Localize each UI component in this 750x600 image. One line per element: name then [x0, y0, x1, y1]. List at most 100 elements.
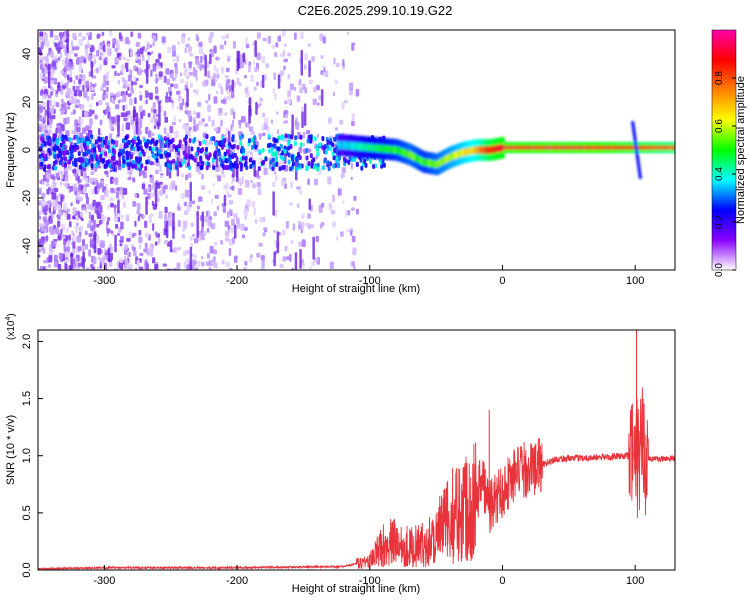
band-speck: [299, 142, 303, 148]
band-speck: [242, 148, 246, 153]
noise-streak: [48, 63, 51, 89]
noise-speck: [83, 91, 87, 98]
noise-speck: [283, 50, 286, 57]
noise-speck: [100, 240, 105, 248]
noise-speck: [79, 212, 84, 217]
noise-speck: [64, 263, 68, 270]
noise-speck: [115, 191, 119, 199]
noise-speck: [120, 221, 124, 230]
band-speck: [68, 159, 72, 165]
noise-speck: [211, 50, 214, 58]
noise-speck: [50, 174, 55, 179]
band-speck: [91, 143, 95, 149]
band-speck: [267, 133, 271, 139]
noise-speck: [188, 141, 192, 147]
band-speck: [122, 159, 126, 165]
noise-speck: [228, 247, 232, 256]
noise-speck: [91, 109, 95, 115]
noise-speck: [72, 32, 77, 39]
spectrogram-y-tick-label: -40: [21, 238, 33, 254]
noise-speck: [327, 117, 332, 124]
band-speck: [54, 159, 58, 165]
noise-speck: [132, 247, 136, 252]
noise-speck: [159, 164, 162, 172]
noise-speck: [228, 94, 232, 101]
noise-speck: [158, 190, 164, 196]
noise-speck: [238, 82, 242, 87]
band-speck: [318, 142, 322, 148]
noise-speck: [228, 84, 232, 89]
band-speck: [323, 158, 327, 164]
noise-speck: [305, 222, 309, 227]
noise-speck: [196, 205, 200, 210]
noise-speck: [187, 110, 192, 118]
noise-speck: [54, 35, 59, 41]
band-speck: [63, 134, 67, 140]
band-speck: [190, 146, 194, 152]
noise-streak: [248, 97, 252, 117]
noise-streak: [234, 224, 237, 239]
noise-speck: [262, 112, 266, 118]
noise-speck: [296, 203, 300, 209]
band-speck: [332, 155, 336, 161]
snr-x-tick-label: -100: [359, 575, 381, 587]
noise-speck: [78, 231, 82, 237]
band-speck: [145, 159, 149, 165]
noise-speck: [212, 183, 215, 187]
noise-streak: [145, 60, 149, 84]
noise-speck: [152, 35, 156, 44]
noise-speck: [195, 59, 200, 65]
band-speck: [268, 148, 272, 154]
noise-speck: [116, 41, 119, 48]
noise-speck: [139, 47, 144, 55]
band-speck: [316, 162, 320, 168]
noise-speck: [114, 47, 119, 53]
noise-speck: [118, 190, 123, 196]
noise-speck: [147, 192, 151, 200]
noise-speck: [307, 148, 312, 153]
band-speck: [294, 166, 298, 172]
band-speck: [108, 148, 111, 154]
noise-speck: [108, 133, 113, 141]
noise-speck: [106, 104, 109, 111]
noise-streak: [254, 40, 257, 58]
noise-speck: [183, 261, 187, 269]
noise-speck: [352, 261, 355, 267]
noise-speck: [221, 259, 225, 265]
noise-speck: [307, 178, 310, 186]
noise-speck: [74, 119, 79, 127]
noise-speck: [38, 56, 42, 61]
noise-speck: [84, 243, 88, 250]
noise-speck: [92, 177, 97, 182]
band-speck: [241, 155, 245, 161]
noise-speck: [157, 237, 161, 245]
noise-speck: [67, 74, 70, 81]
noise-speck: [257, 188, 262, 196]
noise-speck: [213, 65, 216, 71]
noise-speck: [133, 250, 137, 257]
noise-speck: [119, 239, 123, 243]
noise-speck: [72, 215, 76, 219]
noise-streak: [201, 211, 204, 228]
spectrogram-x-tick-label: -200: [226, 275, 248, 287]
noise-speck: [70, 89, 74, 97]
noise-speck: [138, 236, 143, 244]
noise-speck: [173, 83, 179, 89]
noise-speck: [130, 119, 134, 126]
noise-speck: [150, 69, 153, 77]
noise-speck: [143, 188, 148, 195]
noise-speck: [110, 187, 115, 193]
noise-speck: [85, 32, 90, 36]
noise-speck: [64, 174, 69, 182]
band-speck: [52, 133, 56, 139]
band-speck: [131, 163, 135, 169]
noise-speck: [254, 219, 258, 224]
noise-speck: [130, 31, 134, 37]
band-speck: [61, 146, 65, 152]
band-speck: [59, 142, 63, 148]
noise-speck: [254, 67, 259, 72]
noise-speck: [60, 31, 63, 38]
noise-speck: [42, 196, 45, 202]
noise-speck: [277, 35, 281, 42]
noise-speck: [55, 172, 59, 179]
